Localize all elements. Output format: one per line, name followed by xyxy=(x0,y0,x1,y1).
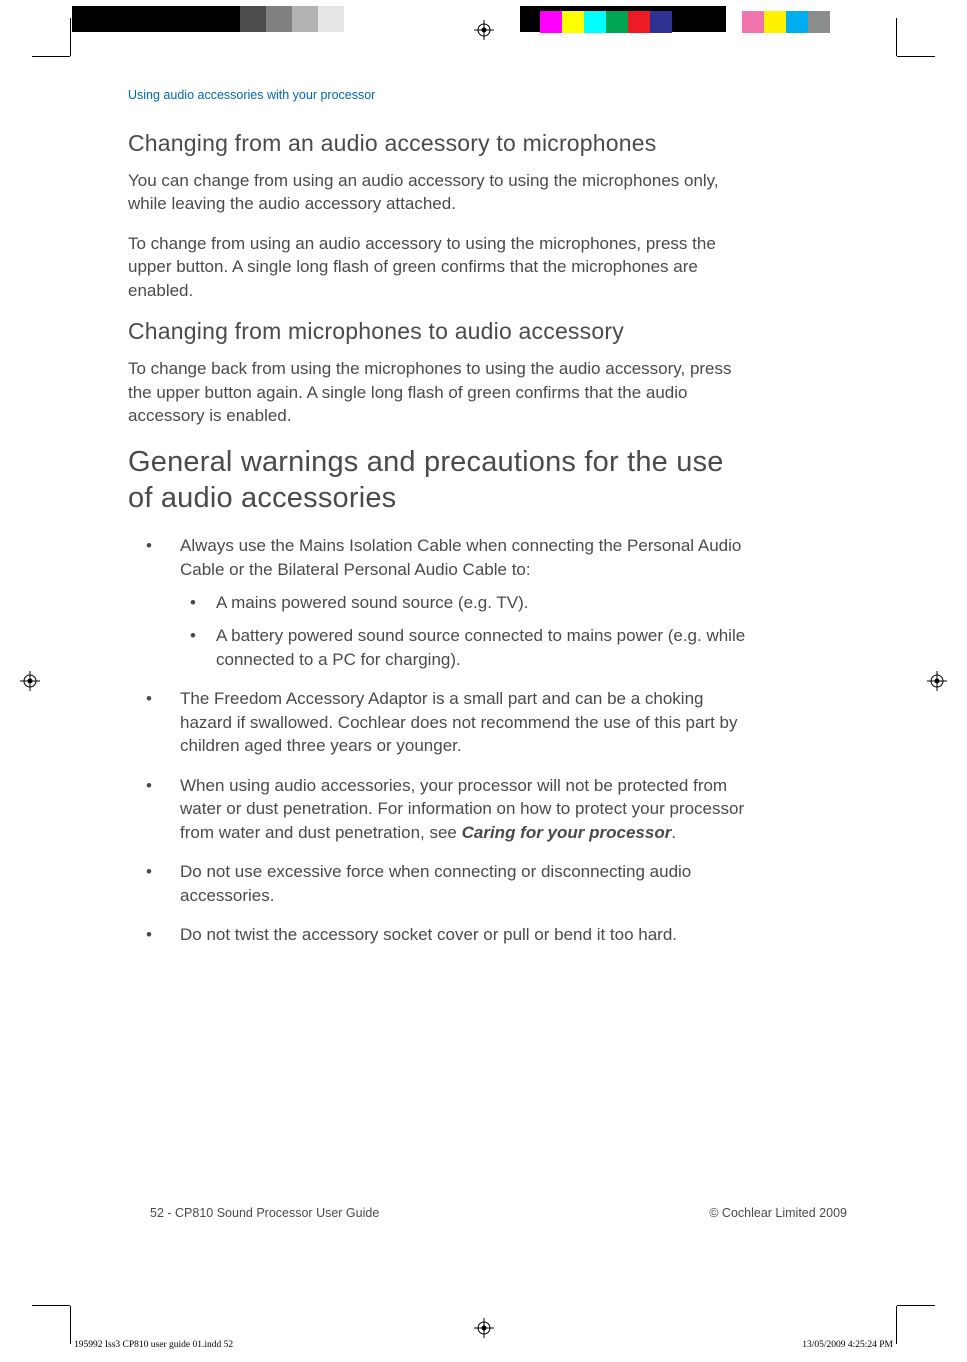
registration-mark-icon xyxy=(474,1318,494,1338)
list-item: Do not use excessive force when connecti… xyxy=(128,860,748,907)
slug-file: 195992 Iss3 CP810 user guide 01.indd 52 xyxy=(74,1340,233,1350)
paragraph: To change back from using the microphone… xyxy=(128,357,748,427)
crop-mark xyxy=(897,1305,935,1306)
slug-timestamp: 13/05/2009 4:25:24 PM xyxy=(802,1340,893,1350)
heading-warnings: General warnings and precautions for the… xyxy=(128,444,748,517)
registration-mark-icon xyxy=(474,20,494,40)
crop-mark xyxy=(70,1306,71,1344)
page-footer: 52 - CP810 Sound Processor User Guide © … xyxy=(150,1206,847,1220)
crop-mark xyxy=(32,1305,70,1306)
crop-mark xyxy=(896,1306,897,1344)
sub-list-item: A mains powered sound source (e.g. TV). xyxy=(180,591,748,614)
heading-change-to-accessory: Changing from microphones to audio acces… xyxy=(128,318,748,345)
paragraph: You can change from using an audio acces… xyxy=(128,169,748,216)
sub-list-item: A battery powered sound source connected… xyxy=(180,624,748,671)
registration-mark-icon xyxy=(927,671,947,691)
footer-left: 52 - CP810 Sound Processor User Guide xyxy=(150,1206,379,1220)
print-slug: 195992 Iss3 CP810 user guide 01.indd 52 … xyxy=(74,1340,893,1350)
heading-change-to-mics: Changing from an audio accessory to micr… xyxy=(128,130,748,157)
list-item: Do not twist the accessory socket cover … xyxy=(128,923,748,946)
list-item: Always use the Mains Isolation Cable whe… xyxy=(128,534,748,671)
list-item: The Freedom Accessory Adaptor is a small… xyxy=(128,687,748,757)
running-head: Using audio accessories with your proces… xyxy=(128,88,748,102)
list-text: . xyxy=(671,823,676,842)
list-item: When using audio accessories, your proce… xyxy=(128,774,748,844)
crop-mark xyxy=(896,18,897,56)
footer-right: © Cochlear Limited 2009 xyxy=(709,1206,847,1220)
crop-mark xyxy=(897,56,935,57)
emphasis: Caring for your processor xyxy=(462,823,672,842)
paragraph: To change from using an audio accessory … xyxy=(128,232,748,302)
list-text: Always use the Mains Isolation Cable whe… xyxy=(180,536,741,578)
sub-list: A mains powered sound source (e.g. TV). … xyxy=(180,591,748,671)
registration-mark-icon xyxy=(20,671,40,691)
crop-mark xyxy=(70,18,71,56)
bullet-list: Always use the Mains Isolation Cable whe… xyxy=(128,534,748,946)
page-body: Using audio accessories with your proces… xyxy=(128,88,748,962)
crop-mark xyxy=(32,56,70,57)
